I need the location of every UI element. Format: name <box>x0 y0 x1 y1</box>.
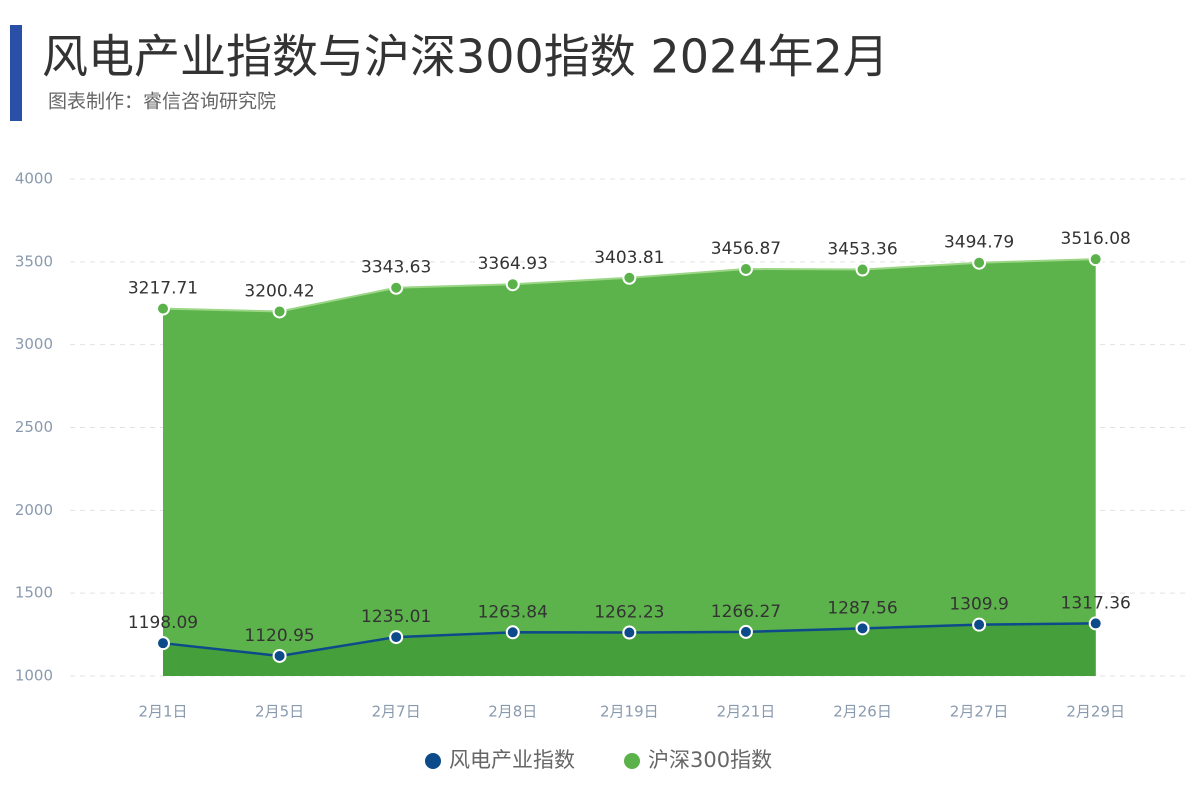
value-label: 3494.79 <box>944 233 1014 253</box>
value-label: 1120.95 <box>244 626 314 646</box>
value-label: 1287.56 <box>827 598 897 618</box>
area <box>162 259 1096 676</box>
point <box>855 621 870 636</box>
value-label: 1262.23 <box>594 603 664 623</box>
point <box>272 304 287 319</box>
legend-label: 风电产业指数 <box>449 748 575 772</box>
value-label: 1309.9 <box>949 595 1008 615</box>
value-label: 3217.71 <box>128 279 198 299</box>
y-tick-label: 3000 <box>15 335 53 353</box>
point <box>738 624 753 639</box>
point <box>738 261 753 276</box>
y-tick-label: 4000 <box>15 170 53 188</box>
point <box>155 301 170 316</box>
point <box>622 625 637 640</box>
value-label: 3364.93 <box>478 254 548 274</box>
point <box>1088 252 1103 267</box>
value-label: 1266.27 <box>711 602 781 622</box>
value-label: 3343.63 <box>361 258 431 278</box>
x-tick-label: 2月26日 <box>833 703 892 721</box>
chart-title: 风电产业指数与沪深300指数 2024年2月 <box>42 30 889 84</box>
point <box>972 255 987 270</box>
x-tick-label: 2月21日 <box>717 703 776 721</box>
point <box>505 625 520 640</box>
x-tick-label: 2月5日 <box>255 703 304 721</box>
value-label: 3453.36 <box>827 240 897 260</box>
point <box>505 277 520 292</box>
point <box>622 270 637 285</box>
y-tick-label: 2000 <box>15 501 53 519</box>
legend-label: 沪深300指数 <box>648 748 772 772</box>
x-tick-label: 2月27日 <box>950 703 1009 721</box>
y-tick-label: 1000 <box>15 667 53 685</box>
x-tick-label: 2月7日 <box>372 703 421 721</box>
point <box>272 648 287 663</box>
point <box>155 636 170 651</box>
y-tick-label: 1500 <box>15 584 53 602</box>
point <box>855 262 870 277</box>
value-label: 3456.87 <box>711 239 781 259</box>
x-tick-label: 2月8日 <box>488 703 537 721</box>
value-label: 1317.36 <box>1061 593 1131 613</box>
x-tick-label: 2月1日 <box>138 703 187 721</box>
chart-subtitle: 图表制作：睿信咨询研究院 <box>48 91 276 113</box>
value-label: 3200.42 <box>244 281 314 301</box>
y-tick-label: 2500 <box>15 418 53 436</box>
point <box>389 280 404 295</box>
x-tick-label: 2月29日 <box>1066 703 1125 721</box>
value-label: 3516.08 <box>1061 229 1131 249</box>
value-label: 1235.01 <box>361 607 431 627</box>
point <box>1088 616 1103 631</box>
y-tick-label: 3500 <box>15 252 53 270</box>
value-label: 1263.84 <box>478 602 548 622</box>
legend-marker <box>425 753 441 769</box>
legend-marker <box>624 753 640 769</box>
title-accent <box>10 25 22 121</box>
x-tick-label: 2月19日 <box>600 703 659 721</box>
value-label: 1198.09 <box>128 613 198 633</box>
point <box>389 630 404 645</box>
point <box>972 617 987 632</box>
value-label: 3403.81 <box>594 248 664 268</box>
area <box>162 623 1096 676</box>
